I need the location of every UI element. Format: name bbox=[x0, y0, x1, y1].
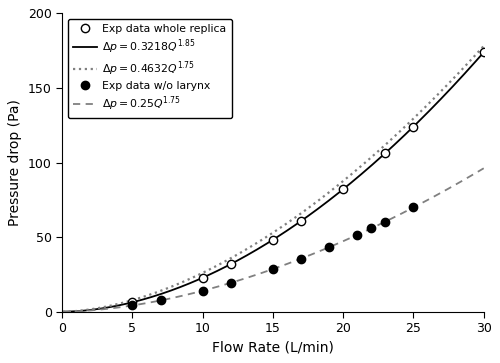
Y-axis label: Pressure drop (Pa): Pressure drop (Pa) bbox=[8, 99, 22, 226]
Legend: Exp data whole replica, $\Delta p = 0.3218Q^{1.85}$, $\Delta p = 0.4632Q^{1.75}$: Exp data whole replica, $\Delta p = 0.32… bbox=[68, 19, 232, 118]
X-axis label: Flow Rate (L/min): Flow Rate (L/min) bbox=[212, 340, 334, 355]
